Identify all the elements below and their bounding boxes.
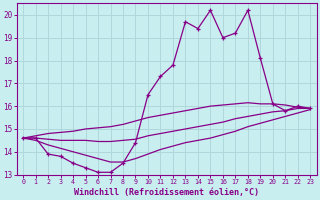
X-axis label: Windchill (Refroidissement éolien,°C): Windchill (Refroidissement éolien,°C) [74,188,259,197]
